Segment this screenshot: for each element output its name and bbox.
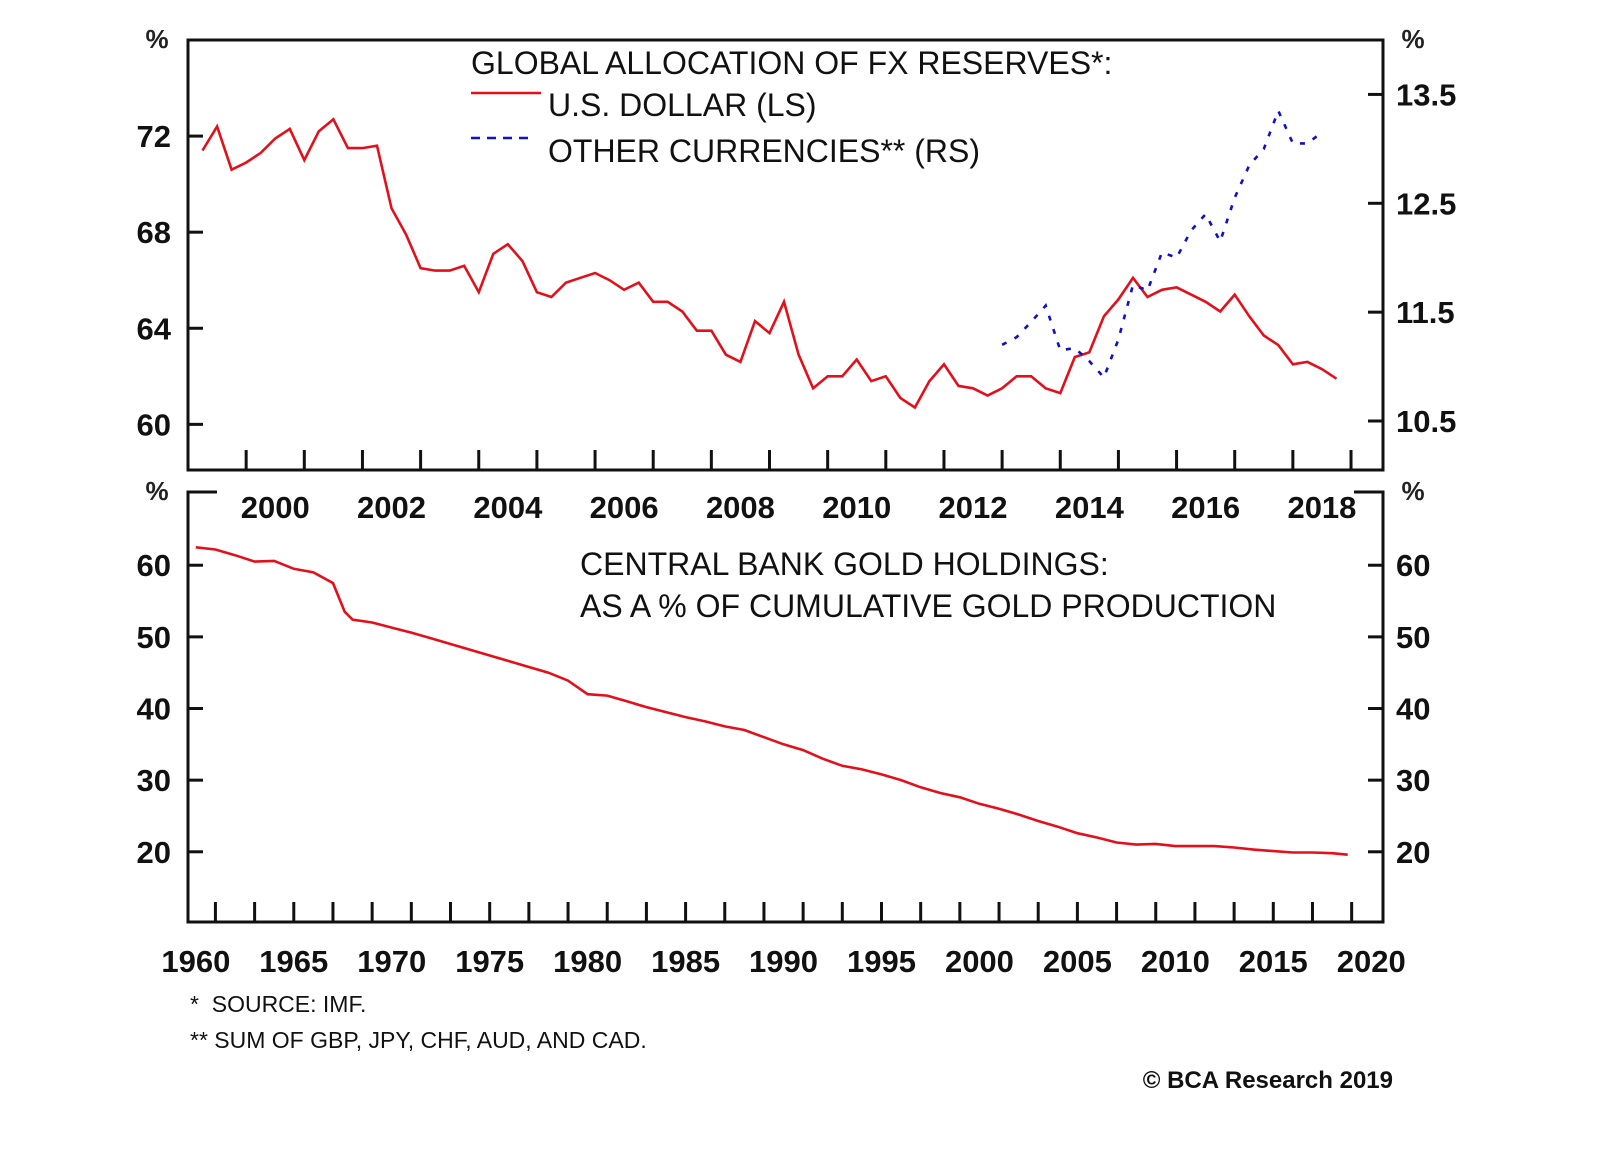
top-plot-frame (186, 38, 1385, 472)
bottom-x-axis: 1960 1965 1970 1975 1980 1985 1990 1995 2000 2005… (161, 902, 1406, 979)
top-left-y-axis: 60 64 68 72 (137, 119, 203, 442)
bottom-right-ytick-label: 20 (1396, 835, 1430, 870)
bottom-right-y-axis: 20 30 40 50 60 (1368, 548, 1430, 870)
usd-share-line (201, 117, 1338, 410)
bottom-xtick-label: 1960 (161, 944, 230, 979)
top-x-axis: 2000 2002 2004 2006 2008 2010 2012 2014 2016 2018 (241, 450, 1356, 525)
top-chart-title: GLOBAL ALLOCATION OF FX RESERVES*: (471, 45, 1112, 81)
top-left-ytick-label: 72 (137, 119, 171, 154)
bottom-xtick-label: 1965 (259, 944, 328, 979)
footnote-other-currencies: ** SUM OF GBP, JPY, CHF, AUD, AND CAD. (190, 1027, 647, 1053)
bottom-plot-frame (186, 490, 1385, 924)
bottom-xtick-label: 1985 (651, 944, 720, 979)
top-xtick-label: 2014 (1055, 490, 1125, 525)
bottom-xtick-label: 1980 (553, 944, 622, 979)
top-right-ytick-label: 11.5 (1396, 295, 1455, 330)
bottom-right-ytick-label: 40 (1396, 692, 1430, 727)
bottom-left-ytick-label: 30 (137, 763, 171, 798)
top-xtick-label: 2010 (822, 490, 891, 525)
top-xtick-label: 2016 (1171, 490, 1240, 525)
footnote-source: * SOURCE: IMF. (190, 991, 366, 1017)
top-xtick-label: 2000 (241, 490, 310, 525)
top-xtick-label: 2006 (590, 490, 659, 525)
bottom-left-ytick-label: 50 (137, 620, 171, 655)
bottom-right-ytick-label: 30 (1396, 763, 1430, 798)
bottom-xtick-label: 1970 (357, 944, 426, 979)
top-xtick-label: 2018 (1287, 490, 1356, 525)
top-right-ytick-label: 12.5 (1396, 186, 1456, 221)
top-left-ytick-label: 68 (137, 215, 171, 250)
bottom-right-ytick-label: 50 (1396, 620, 1430, 655)
bottom-left-y-axis: 20 30 40 50 60 (137, 548, 203, 870)
top-right-y-axis: 10.5 11.5 12.5 13.5 (1368, 77, 1456, 439)
bottom-series-group (195, 546, 1348, 856)
top-xtick-label: 2008 (706, 490, 775, 525)
bottom-chart-subtitle: AS A % OF CUMULATIVE GOLD PRODUCTION (580, 588, 1276, 624)
top-right-ytick-label: 13.5 (1396, 77, 1456, 112)
top-xtick-label: 2004 (473, 490, 543, 525)
bottom-right-ytick-label: 60 (1396, 548, 1430, 583)
bottom-xtick-label: 2010 (1141, 944, 1210, 979)
top-xtick-label: 2012 (939, 490, 1008, 525)
copyright-credit: © BCA Research 2019 (1143, 1067, 1393, 1094)
bottom-xtick-label: 1990 (749, 944, 818, 979)
bottom-left-unit-label: % (145, 476, 168, 506)
bottom-xtick-label: 2015 (1239, 944, 1308, 979)
bottom-xtick-label: 2000 (945, 944, 1014, 979)
bottom-left-ytick-label: 40 (137, 692, 171, 727)
bottom-chart-title: CENTRAL BANK GOLD HOLDINGS: (580, 546, 1109, 582)
bottom-xtick-label: 2020 (1337, 944, 1406, 979)
top-right-unit-label: % (1401, 24, 1424, 54)
bottom-left-ytick-label: 20 (137, 835, 171, 870)
top-right-ytick-label: 10.5 (1396, 404, 1456, 439)
bottom-right-unit-label: % (1401, 476, 1424, 506)
bottom-xtick-label: 1995 (847, 944, 916, 979)
top-left-unit-label: % (145, 24, 168, 54)
legend-label-usd: U.S. DOLLAR (LS) (548, 87, 817, 123)
top-xtick-label: 2002 (357, 490, 426, 525)
other-currencies-line (1001, 107, 1323, 380)
legend-label-other: OTHER CURRENCIES** (RS) (548, 133, 980, 169)
top-left-ytick-label: 64 (137, 311, 172, 346)
gold-holdings-line (195, 546, 1348, 856)
top-series-group (201, 107, 1338, 410)
bottom-xtick-label: 2005 (1043, 944, 1112, 979)
bottom-left-ytick-label: 60 (137, 548, 171, 583)
top-left-ytick-label: 60 (137, 407, 171, 442)
bottom-xtick-label: 1975 (455, 944, 524, 979)
